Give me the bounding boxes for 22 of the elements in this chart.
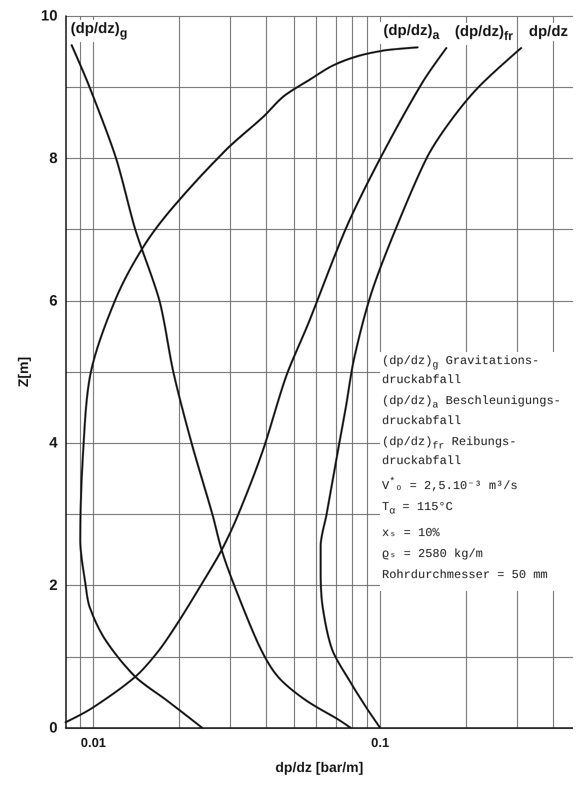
annotation: (dp/dz)$_{fr}$ Reibungs- druckabfall <box>382 434 518 470</box>
y-tick-label: 10 <box>40 8 58 24</box>
series-label: dp/dz <box>526 23 571 42</box>
y-tick-label: 8 <box>49 150 58 167</box>
annotation: T$_{α}$ = 115°C <box>382 500 454 520</box>
annotation: (dp/dz)$_{a}$ Beschleunigungs- druckabfall <box>382 394 562 429</box>
annotation: xₛ = 10% <box>382 526 441 541</box>
annotation: Rohrdurchmesser = 50 mm <box>382 568 549 583</box>
annotation: (dp/dz)$_{g}$ Gravitations- druckabfall <box>382 354 540 388</box>
y-axis-title: Z[m] <box>15 356 31 388</box>
x-tick-label: 0.01 <box>80 735 106 750</box>
annotation: V$^{*}$ₒ = 2,5.10⁻³ m³/s <box>382 476 519 494</box>
y-tick-label: 2 <box>49 577 58 594</box>
series-label: (dp/dz)$_{a}$ <box>380 22 442 44</box>
y-tick-label: 4 <box>49 434 58 452</box>
series-label: (dp/dz)$_{g}$ <box>68 20 130 42</box>
series-label: (dp/dz)$_{fr}$ <box>452 23 516 46</box>
x-tick-label: 0.1 <box>371 735 390 750</box>
x-axis-title: dp/dz [bar/m] <box>275 759 364 775</box>
y-tick-label: 0 <box>49 720 58 736</box>
y-tick-label: 6 <box>49 292 58 310</box>
annotation: ϱₛ = 2580 kg/m <box>382 546 484 562</box>
